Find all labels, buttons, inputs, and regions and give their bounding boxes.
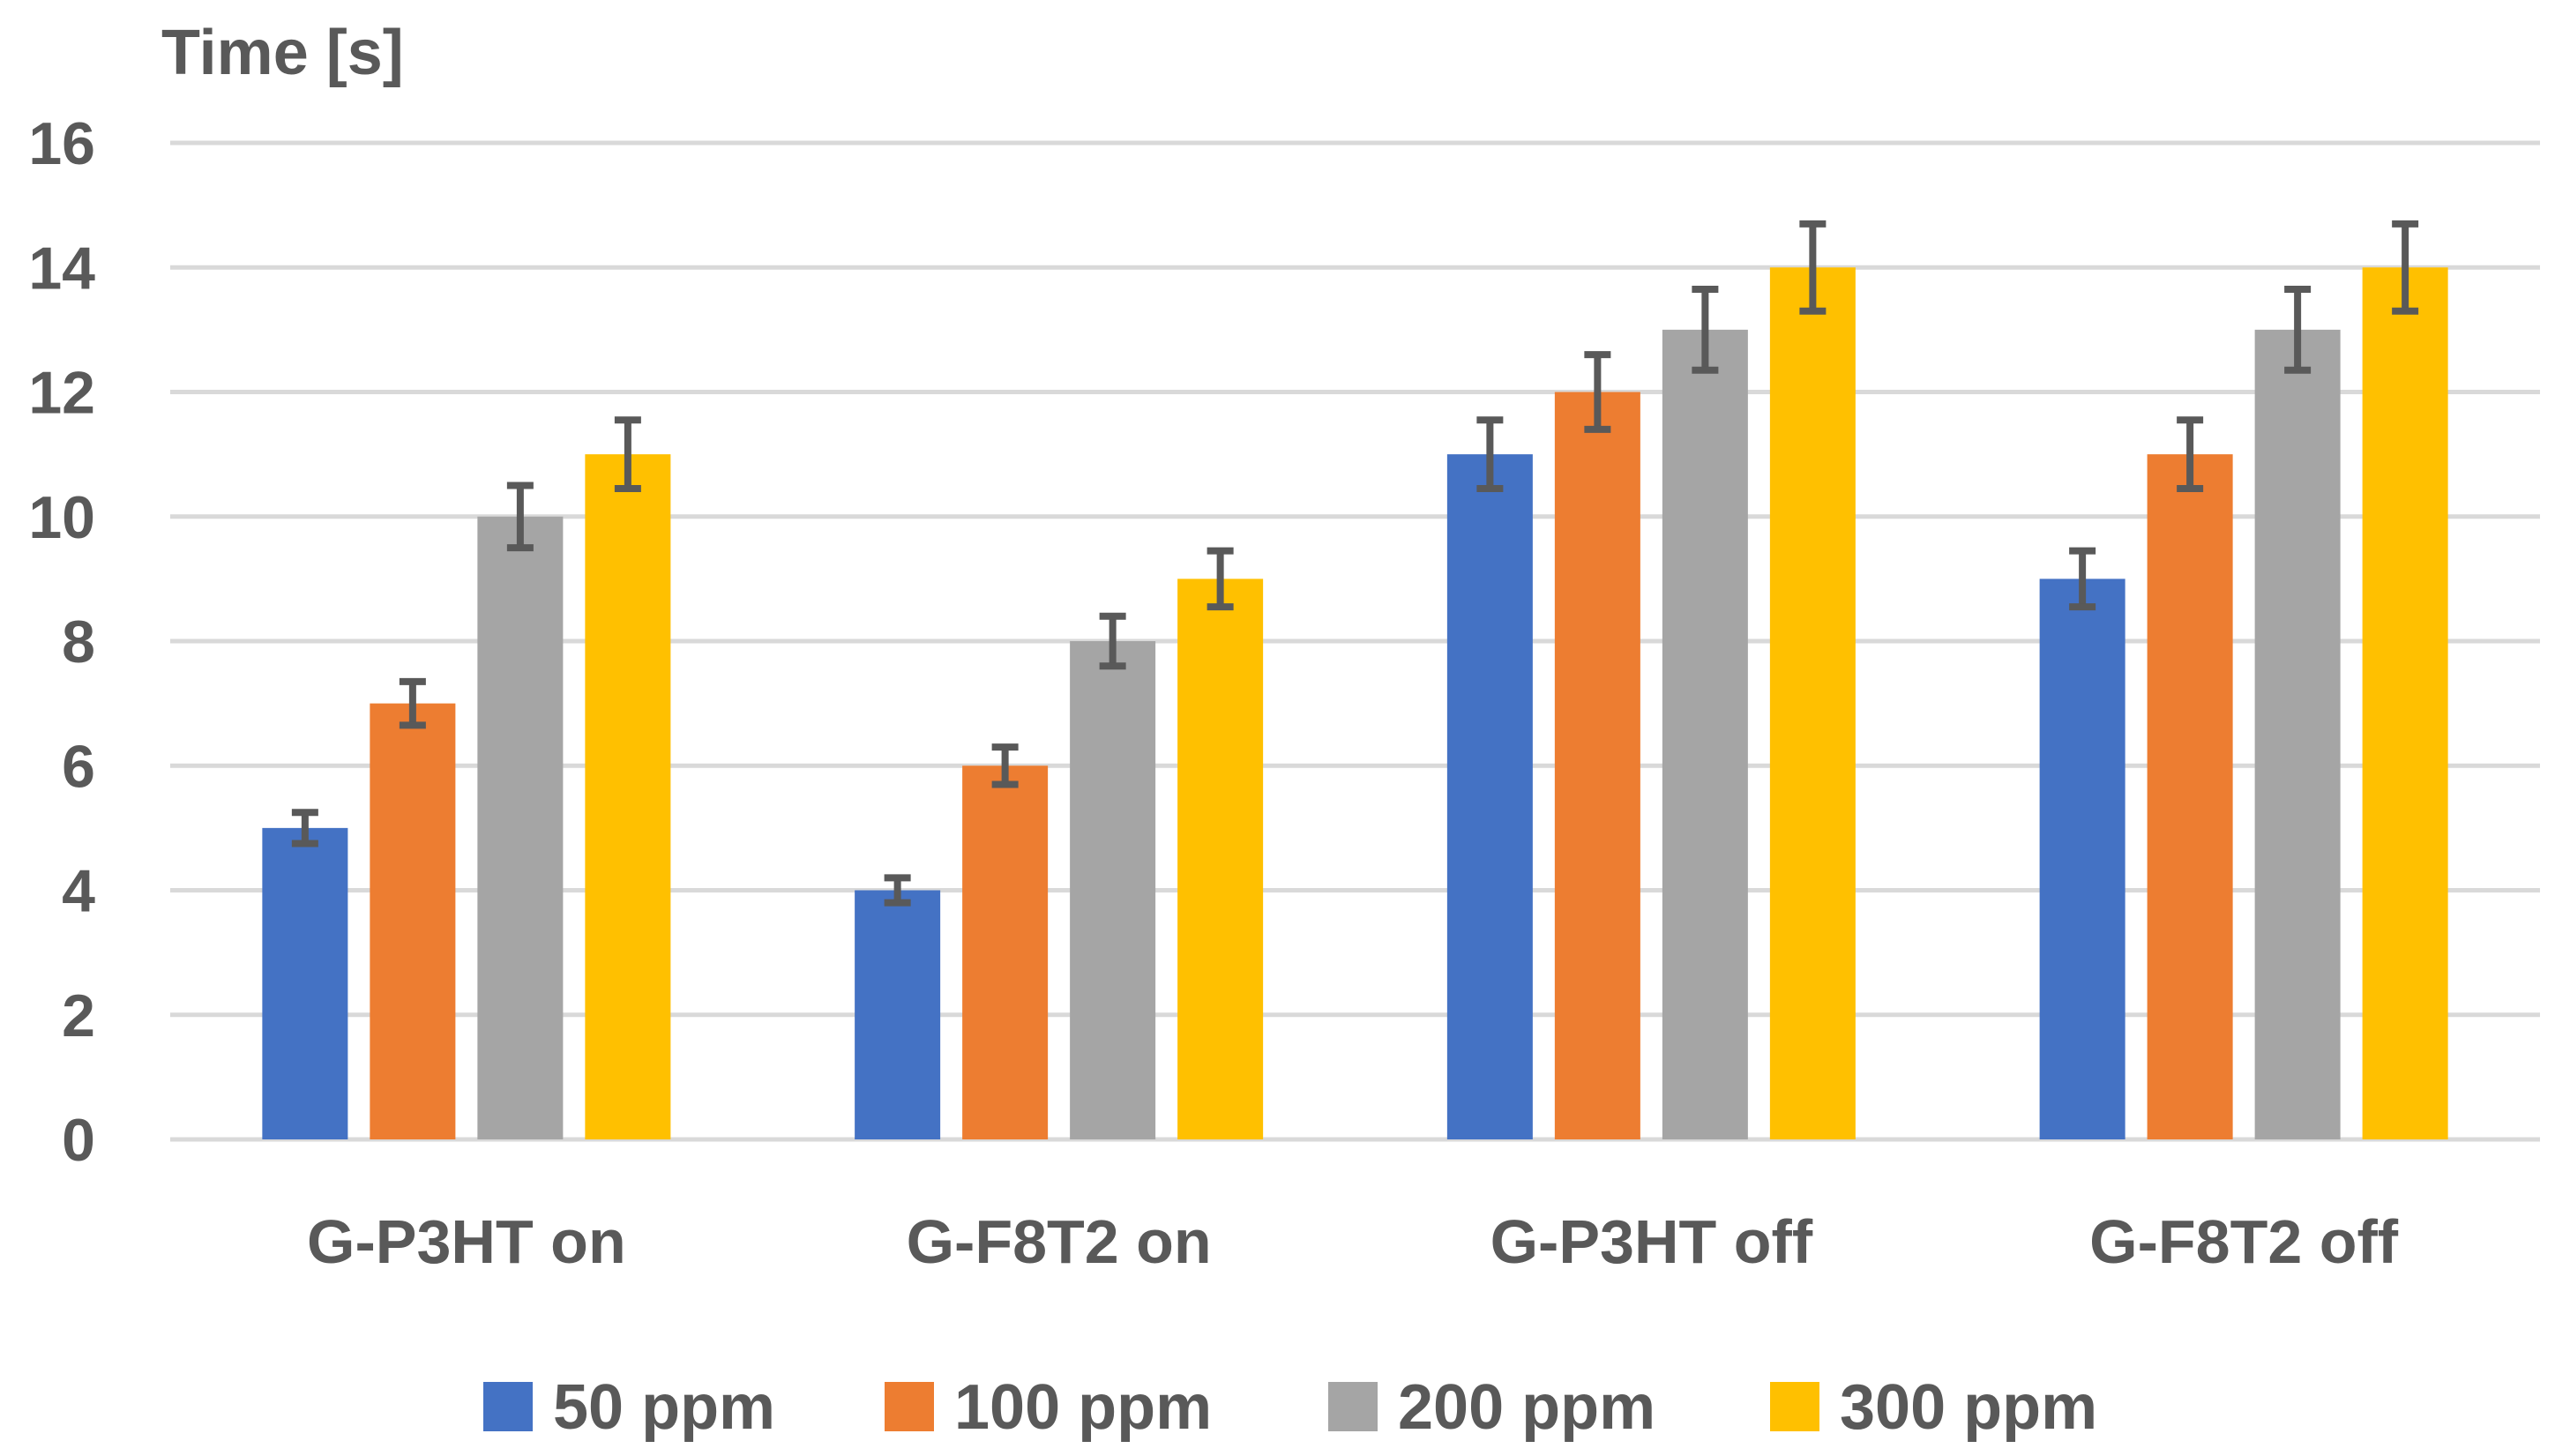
- gridlines: [170, 140, 2540, 1142]
- bar: [1769, 267, 1856, 1139]
- legend-label: 50 ppm: [553, 1372, 775, 1443]
- y-tick-label: 6: [62, 733, 95, 800]
- bar: [370, 703, 456, 1139]
- y-tick-label: 12: [28, 360, 95, 427]
- bar: [855, 890, 941, 1139]
- legend-label: 100 ppm: [954, 1372, 1212, 1443]
- legend: 50 ppm 100 ppm 200 ppm 300 ppm: [483, 1372, 2097, 1443]
- error-bar: [2392, 220, 2419, 315]
- error-bar: [884, 874, 911, 907]
- y-axis-title: Time [s]: [161, 18, 404, 88]
- error-bar: [1207, 547, 1234, 611]
- error-bar: [991, 743, 1019, 788]
- y-tick-label: 0: [62, 1107, 95, 1174]
- legend-swatch: [1770, 1382, 1819, 1431]
- y-tick-label: 2: [62, 982, 95, 1049]
- legend-swatch: [483, 1382, 533, 1431]
- bar: [1554, 392, 1640, 1139]
- error-bar: [2284, 285, 2312, 374]
- legend-label: 300 ppm: [1840, 1372, 2097, 1443]
- y-tick-label: 4: [62, 858, 95, 925]
- y-tick-label: 16: [28, 110, 95, 177]
- bar: [1070, 641, 1156, 1139]
- bar: [477, 516, 564, 1139]
- error-bar: [506, 482, 534, 552]
- error-bar: [2069, 547, 2096, 611]
- y-tick-label: 10: [28, 484, 95, 551]
- error-bar: [1692, 285, 1719, 374]
- bar: [2039, 579, 2125, 1139]
- bar: [2147, 454, 2233, 1139]
- y-tick-labels: 0 2 4 6 8 10 12 14 16: [28, 110, 95, 1174]
- x-category-label: G-P3HT on: [307, 1207, 626, 1276]
- bar: [2254, 329, 2341, 1139]
- bar: [585, 454, 671, 1139]
- bar: [2362, 267, 2448, 1139]
- error-bar: [291, 809, 318, 847]
- x-category-label: G-F8T2 off: [2089, 1207, 2399, 1276]
- legend-swatch: [885, 1382, 934, 1431]
- bar: [962, 765, 1049, 1139]
- legend-swatch: [1328, 1382, 1378, 1431]
- bar: [262, 827, 348, 1139]
- error-bar: [1799, 220, 1827, 315]
- x-category-label: G-F8T2 on: [907, 1207, 1212, 1276]
- x-category-label: G-P3HT off: [1490, 1207, 1813, 1276]
- y-tick-label: 8: [62, 609, 95, 676]
- error-bar: [614, 416, 641, 492]
- error-bar: [1584, 351, 1611, 433]
- error-bars: [291, 220, 2419, 907]
- legend-label: 200 ppm: [1398, 1372, 1655, 1443]
- error-bar: [2177, 416, 2204, 492]
- error-bar: [399, 677, 426, 729]
- y-tick-label: 14: [28, 235, 95, 302]
- bars: [262, 267, 2448, 1139]
- error-bar: [1099, 612, 1126, 670]
- bar: [1446, 454, 1533, 1139]
- x-category-labels: G-P3HT on G-F8T2 on G-P3HT off G-F8T2 off: [307, 1207, 2399, 1276]
- error-bar: [1476, 416, 1504, 492]
- bar: [1662, 329, 1748, 1139]
- bar: [1177, 579, 1264, 1139]
